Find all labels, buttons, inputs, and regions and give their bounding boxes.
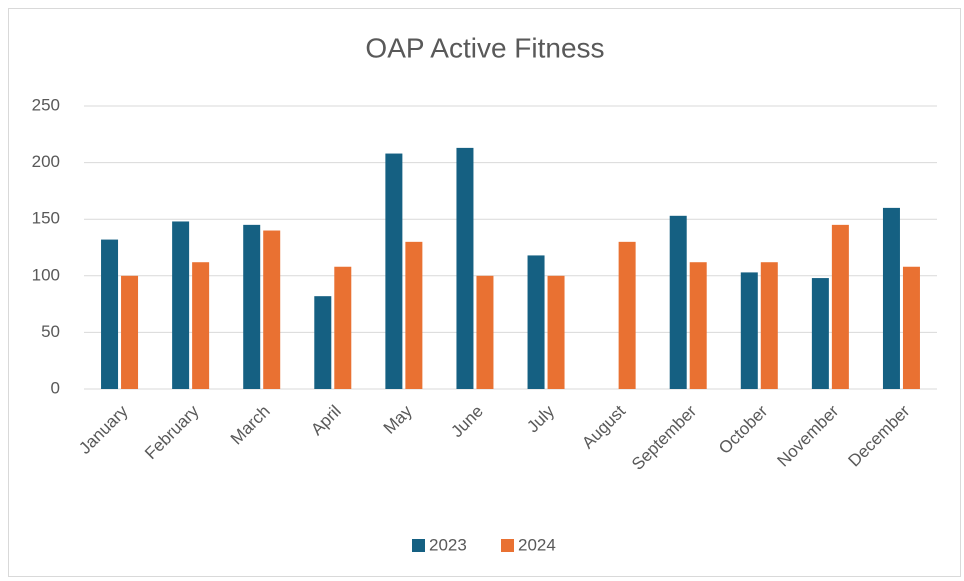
- bar: [314, 296, 332, 389]
- bar: [405, 241, 423, 389]
- bar: [527, 255, 545, 389]
- bar: [476, 275, 494, 389]
- bar: [760, 262, 778, 389]
- bar: [121, 275, 139, 389]
- bar: [385, 153, 403, 389]
- bar: [811, 278, 829, 389]
- bar: [618, 241, 636, 389]
- y-tick-label: 0: [51, 378, 60, 397]
- bar: [547, 275, 565, 389]
- bar: [456, 147, 474, 389]
- legend-swatch: [501, 539, 514, 552]
- y-tick-label: 150: [32, 209, 60, 228]
- bar: [101, 239, 119, 389]
- chart-title: OAP Active Fitness: [365, 32, 604, 63]
- bar: [334, 266, 352, 389]
- legend-swatch: [412, 539, 425, 552]
- bar: [831, 224, 849, 389]
- y-tick-label: 50: [41, 322, 60, 341]
- bar: [243, 224, 261, 389]
- bar: [689, 262, 707, 389]
- legend-label: 2023: [429, 535, 467, 554]
- bar: [669, 215, 687, 389]
- y-tick-label: 100: [32, 265, 60, 284]
- bar: [902, 266, 920, 389]
- y-tick-label: 250: [32, 95, 60, 114]
- y-tick-label: 200: [32, 152, 60, 171]
- bar: [740, 272, 758, 389]
- bar: [172, 221, 190, 389]
- bar: [263, 230, 281, 389]
- legend-label: 2024: [518, 535, 556, 554]
- bar: [882, 207, 900, 389]
- bar: [192, 262, 210, 389]
